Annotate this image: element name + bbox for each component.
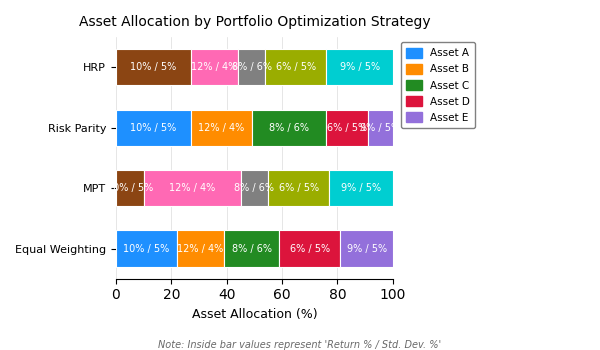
- Legend: Asset A, Asset B, Asset C, Asset D, Asset E: Asset A, Asset B, Asset C, Asset D, Asse…: [401, 42, 475, 128]
- Bar: [191, 110, 251, 146]
- Bar: [329, 170, 393, 206]
- Text: 8% / 6%: 8% / 6%: [269, 123, 309, 133]
- Bar: [265, 49, 326, 85]
- Bar: [116, 110, 191, 146]
- Bar: [238, 49, 265, 85]
- Bar: [116, 170, 143, 206]
- Bar: [326, 110, 368, 146]
- Bar: [177, 230, 224, 267]
- Text: 9% / 5%: 9% / 5%: [361, 123, 400, 133]
- Text: 10% / 5%: 10% / 5%: [130, 62, 176, 72]
- Text: 6% / 5%: 6% / 5%: [327, 123, 367, 133]
- Title: Asset Allocation by Portfolio Optimization Strategy: Asset Allocation by Portfolio Optimizati…: [79, 15, 430, 29]
- Text: 8% / 6%: 8% / 6%: [232, 244, 272, 253]
- Text: 6% / 5%: 6% / 5%: [290, 244, 330, 253]
- Text: 12% / 4%: 12% / 4%: [177, 244, 223, 253]
- Bar: [224, 230, 280, 267]
- Bar: [326, 49, 393, 85]
- Text: 10% / 5%: 10% / 5%: [130, 123, 176, 133]
- X-axis label: Asset Allocation (%): Asset Allocation (%): [191, 308, 317, 321]
- Text: 6% / 5%: 6% / 5%: [276, 62, 316, 72]
- Bar: [143, 170, 241, 206]
- Text: 12% / 4%: 12% / 4%: [169, 183, 215, 193]
- Text: Note: Inside bar values represent 'Return % / Std. Dev. %': Note: Inside bar values represent 'Retur…: [158, 340, 442, 350]
- Bar: [368, 110, 393, 146]
- Text: 10% / 5%: 10% / 5%: [107, 183, 153, 193]
- Bar: [280, 230, 340, 267]
- Bar: [251, 110, 326, 146]
- Bar: [241, 170, 268, 206]
- Text: 8% / 6%: 8% / 6%: [232, 62, 272, 72]
- Text: 10% / 5%: 10% / 5%: [123, 244, 169, 253]
- Text: 9% / 5%: 9% / 5%: [347, 244, 386, 253]
- Bar: [116, 230, 177, 267]
- Bar: [268, 170, 329, 206]
- Text: 12% / 4%: 12% / 4%: [191, 62, 238, 72]
- Bar: [191, 49, 238, 85]
- Text: 9% / 5%: 9% / 5%: [341, 183, 381, 193]
- Bar: [116, 49, 191, 85]
- Text: 6% / 5%: 6% / 5%: [278, 183, 319, 193]
- Text: 12% / 4%: 12% / 4%: [198, 123, 244, 133]
- Text: 8% / 6%: 8% / 6%: [235, 183, 274, 193]
- Bar: [340, 230, 393, 267]
- Text: 9% / 5%: 9% / 5%: [340, 62, 380, 72]
